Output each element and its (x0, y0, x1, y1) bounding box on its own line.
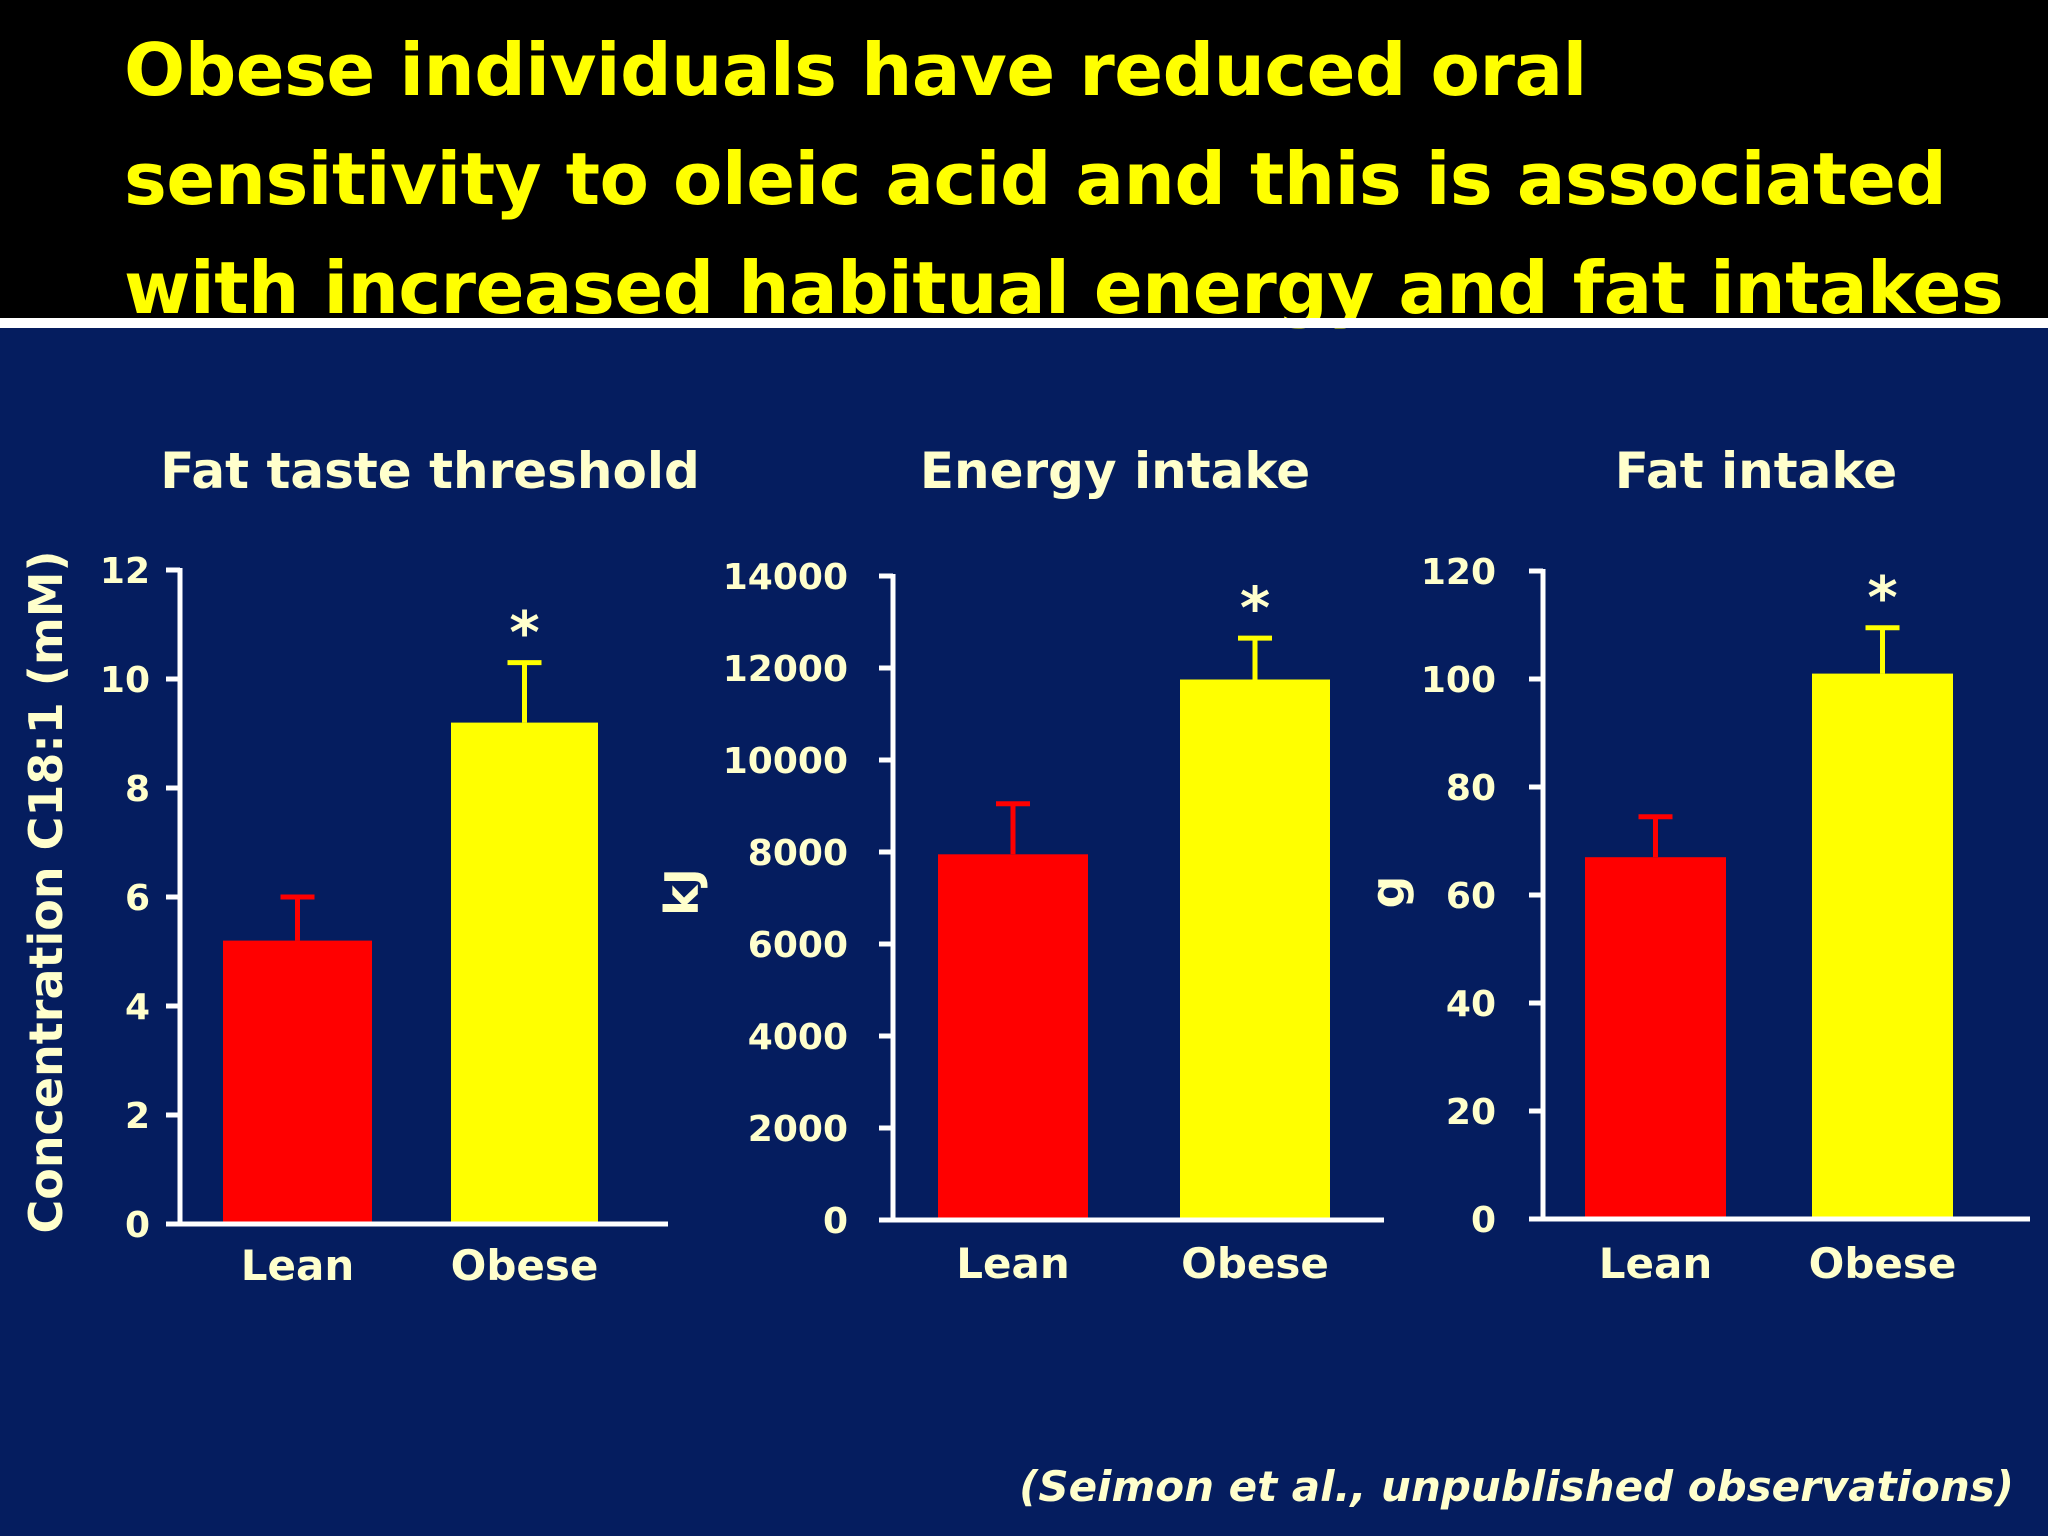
y-tick-label: 12 (100, 551, 150, 592)
y-tick-label: 0 (823, 1201, 848, 1242)
x-tick-label: Obese (1181, 1239, 1329, 1288)
title-divider (0, 318, 2048, 328)
y-tick-label: 10000 (723, 741, 848, 782)
y-tick-label: 6 (125, 878, 150, 919)
significance-marker: * (1240, 574, 1270, 642)
y-tick-label: 100 (1421, 660, 1496, 701)
y-tick-label: 20 (1446, 1092, 1496, 1133)
y-tick-label: 2 (125, 1096, 150, 1137)
y-tick-label: 8000 (748, 833, 848, 874)
y-axis-label: g (1361, 876, 1415, 909)
y-tick-label: 0 (1471, 1200, 1496, 1241)
x-tick-label: Lean (241, 1241, 355, 1290)
significance-marker: * (1867, 564, 1897, 632)
y-tick-label: 6000 (748, 925, 848, 966)
x-tick-label: Obese (451, 1241, 599, 1290)
x-tick-label: Obese (1809, 1239, 1957, 1288)
y-axis-label: kJ (655, 868, 709, 916)
y-tick-label: 80 (1446, 768, 1496, 809)
y-tick-label: 2000 (748, 1109, 848, 1150)
y-tick-label: 60 (1446, 876, 1496, 917)
slide-title: Obese individuals have reduced oral sens… (124, 28, 2004, 330)
chart-panel-2: Energy intake kJ Lean * Obese 0 2000 4000 6000 80… (655, 442, 1384, 1288)
x-tick-label: Lean (1599, 1239, 1713, 1288)
bar-obese (451, 722, 598, 1224)
citation: (Seimon et al., unpublished observations… (1019, 1462, 2014, 1511)
y-tick-label: 120 (1421, 552, 1496, 593)
y-tick-label: 12000 (723, 649, 848, 690)
y-tick-label: 4000 (748, 1017, 848, 1058)
chart-title: Energy intake (920, 442, 1310, 500)
bar-obese (1180, 679, 1330, 1220)
chart-panel-3: Fat intake g Lean * Obese 0 20 40 60 80 100 120 (1361, 442, 2030, 1288)
bar-lean (938, 854, 1088, 1220)
chart-title: Fat taste threshold (160, 442, 700, 500)
bar-lean (1585, 857, 1726, 1219)
bar-obese (1812, 673, 1953, 1219)
y-axis-label: Concentration C18:1 (mM) (19, 550, 73, 1233)
chart-title: Fat intake (1615, 442, 1897, 500)
y-tick-label: 40 (1446, 984, 1496, 1025)
bar-lean (223, 940, 372, 1224)
significance-marker: * (509, 599, 539, 667)
y-tick-label: 14000 (723, 557, 848, 598)
y-tick-label: 10 (100, 660, 150, 701)
y-tick-label: 4 (125, 987, 150, 1028)
x-tick-label: Lean (956, 1239, 1070, 1288)
y-tick-label: 0 (125, 1205, 150, 1246)
y-tick-label: 8 (125, 769, 150, 810)
chart-panel-1: Fat taste threshold Concentration C18:1 (… (19, 442, 700, 1290)
title-band: Obese individuals have reduced oral sens… (0, 0, 2048, 330)
